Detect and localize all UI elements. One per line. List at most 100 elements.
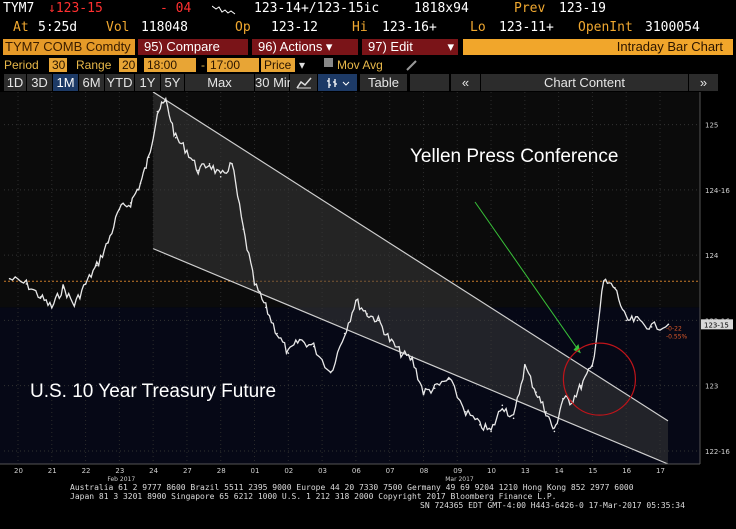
chevron-down-icon: ▾: [447, 39, 454, 54]
sparkline-icon: [211, 3, 236, 16]
range-button-1y[interactable]: 1Y: [135, 74, 161, 91]
price-point: [400, 352, 402, 354]
field-select[interactable]: Price: [261, 58, 295, 72]
month-label: Feb 2017: [107, 476, 135, 483]
collapse-panel-button[interactable]: «: [451, 74, 481, 91]
x-tick-label: 07: [386, 467, 395, 475]
range-button-ytd[interactable]: YTD: [105, 74, 135, 91]
range-button-1d[interactable]: 1D: [4, 74, 27, 91]
x-tick-label: 24: [149, 467, 158, 475]
price-point: [512, 417, 515, 420]
table-button[interactable]: Table: [360, 74, 408, 91]
highlight-circle: [562, 342, 637, 416]
range-button-1m[interactable]: 1M: [53, 74, 79, 91]
trend-channel-fill: [153, 92, 668, 464]
price-point: [96, 264, 98, 267]
actions-button[interactable]: 96) Actions ▾: [252, 39, 358, 55]
start-time-input[interactable]: 18:00: [144, 58, 196, 72]
x-tick-label: 16: [622, 467, 631, 475]
line-chart-icon[interactable]: [290, 74, 318, 91]
price-point: [197, 169, 199, 172]
time-separator: -: [201, 58, 205, 72]
price-point: [107, 241, 109, 243]
x-tick-label: 01: [251, 467, 260, 475]
function-toolbar: TYM7 COMB Comdty 95) Compare 96) Actions…: [0, 38, 736, 57]
chevron-down-icon[interactable]: ▾: [299, 58, 306, 72]
price-point: [8, 277, 11, 280]
price-point: [174, 136, 177, 139]
y-tick-label: 122-16: [705, 448, 730, 456]
annotation-arrowhead: [573, 344, 581, 354]
price-point: [73, 304, 76, 306]
last-price-badge: [701, 319, 733, 330]
volume-value: 118048: [141, 20, 188, 35]
footer-contacts-line: Australia 61 2 9777 8600 Brazil 5511 239…: [70, 483, 634, 492]
period-input[interactable]: 30: [49, 58, 67, 72]
period-label: Period: [4, 58, 39, 72]
bar-chart-type-icon[interactable]: [318, 74, 358, 91]
low-value: 123-11+: [499, 20, 554, 35]
price-point: [148, 156, 150, 159]
annotation-treasury: U.S. 10 Year Treasury Future: [30, 381, 276, 402]
quote-row-2: At 5:25d Vol 118048 Op 123-12 Hi 123-16+…: [0, 19, 736, 38]
footer-session-line: SN 724365 EDT GMT-4:00 H443-6426-0 17-Ma…: [420, 501, 685, 510]
open-label: Op: [235, 20, 251, 35]
footer: Australia 61 2 9777 8600 Brazil 5511 239…: [0, 483, 736, 510]
edit-button[interactable]: 97) Edit ▾: [362, 39, 458, 55]
intraday-chart[interactable]: Yellen Press Conference U.S. 10 Year Trea…: [0, 92, 736, 483]
range-button-6m[interactable]: 6M: [79, 74, 105, 91]
range-button-max[interactable]: Max: [185, 74, 255, 91]
price-point: [118, 208, 121, 211]
pencil-icon[interactable]: [405, 59, 419, 72]
end-time-input[interactable]: 17:00: [207, 58, 259, 72]
x-tick-label: 23: [115, 467, 124, 475]
price-point: [464, 411, 467, 413]
range-button-30-min[interactable]: 30 Min: [255, 74, 295, 91]
chart-title-bar: Intraday Bar Chart: [463, 39, 733, 55]
x-axis-band: [0, 464, 736, 483]
collapse-left-icon[interactable]: [410, 74, 450, 91]
range-button-5y[interactable]: 5Y: [161, 74, 185, 91]
quote-time: 5:25d: [38, 20, 78, 35]
last-price: ↓123-15: [48, 1, 103, 16]
price-point: [602, 280, 605, 283]
x-tick-label: 06: [352, 467, 361, 475]
range-toolbar: 1D 3D 1M 6M YTD 1Y 5Y Max 30 Min Table « Chart C…: [0, 74, 736, 92]
security-field[interactable]: TYM7 COMB Comdty: [3, 39, 135, 55]
price-point: [411, 358, 414, 361]
openint-value: 3100054: [645, 20, 700, 35]
price-point: [501, 404, 504, 407]
price-point: [625, 319, 627, 322]
parameter-bar: Period 30 Range 20 18:00 - 17:00 Price ▾…: [0, 57, 736, 74]
quote-row-1: TYM7 ↓123-15 - 04 123-14+/123-15ic 1818x…: [0, 0, 736, 19]
high-label: Hi: [352, 20, 368, 35]
x-tick-label: 03: [318, 467, 327, 475]
month-label: Mar 2017: [445, 476, 474, 483]
price-point: [343, 332, 346, 335]
chart-content-button[interactable]: Chart Content: [481, 74, 689, 91]
compare-button[interactable]: 95) Compare: [138, 39, 248, 55]
net-change: - 04: [160, 1, 192, 16]
price-point: [287, 352, 290, 354]
expand-panel-button[interactable]: »: [689, 74, 719, 91]
open-value: 123-12: [271, 20, 318, 35]
price-point: [25, 283, 28, 285]
y-tick-label: 123: [705, 383, 718, 391]
mov-avg-checkbox[interactable]: [324, 58, 333, 67]
x-tick-label: 08: [419, 467, 428, 475]
price-point: [524, 365, 526, 367]
range-input[interactable]: 20: [119, 58, 137, 72]
price-point: [433, 387, 436, 390]
price-point: [51, 306, 53, 309]
price-point: [614, 287, 616, 289]
price-point: [156, 110, 159, 113]
edit-button-label: 97) Edit: [368, 39, 413, 54]
at-label: At: [13, 20, 29, 35]
x-tick-label: 09: [453, 467, 462, 475]
price-point: [479, 424, 481, 426]
price-point: [165, 100, 167, 102]
price-point: [242, 228, 245, 230]
price-point: [650, 326, 653, 328]
range-button-3d[interactable]: 3D: [27, 74, 53, 91]
y-tick-label: 125: [705, 122, 718, 130]
